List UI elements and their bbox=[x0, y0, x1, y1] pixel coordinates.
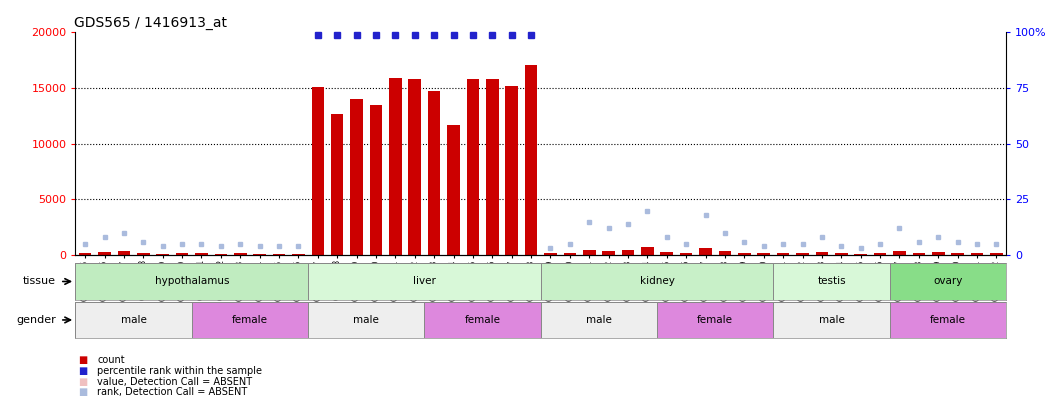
Bar bbox=[719, 251, 732, 255]
Bar bbox=[990, 253, 1003, 255]
Bar bbox=[308, 302, 424, 338]
Bar bbox=[137, 254, 150, 255]
Text: ■: ■ bbox=[79, 387, 88, 397]
Text: gender: gender bbox=[17, 315, 57, 325]
Bar bbox=[311, 87, 324, 255]
Bar bbox=[603, 251, 615, 255]
Bar bbox=[370, 105, 383, 255]
Bar bbox=[176, 253, 189, 255]
Text: value, Detection Call = ABSENT: value, Detection Call = ABSENT bbox=[97, 377, 253, 386]
Bar bbox=[156, 254, 169, 255]
Bar bbox=[75, 302, 192, 338]
Text: testis: testis bbox=[817, 277, 846, 286]
Text: kidney: kidney bbox=[639, 277, 675, 286]
Bar bbox=[738, 253, 750, 255]
Bar bbox=[272, 254, 285, 255]
Bar bbox=[932, 252, 944, 255]
Bar bbox=[525, 65, 538, 255]
Bar bbox=[773, 263, 890, 300]
Bar bbox=[428, 92, 440, 255]
Text: percentile rank within the sample: percentile rank within the sample bbox=[97, 366, 262, 376]
Bar bbox=[331, 114, 344, 255]
Text: tissue: tissue bbox=[23, 277, 57, 286]
Bar bbox=[447, 125, 460, 255]
Bar bbox=[486, 79, 499, 255]
Text: male: male bbox=[353, 315, 379, 325]
Bar bbox=[308, 263, 541, 300]
Text: male: male bbox=[586, 315, 612, 325]
Bar bbox=[409, 79, 421, 255]
Bar bbox=[970, 254, 983, 255]
Bar bbox=[117, 251, 130, 255]
Bar bbox=[796, 253, 809, 255]
Bar bbox=[215, 254, 227, 255]
Text: ovary: ovary bbox=[933, 277, 963, 286]
Bar bbox=[893, 251, 905, 255]
Text: female: female bbox=[464, 315, 501, 325]
Text: male: male bbox=[121, 315, 147, 325]
Bar bbox=[641, 247, 654, 255]
Bar bbox=[389, 78, 401, 255]
Bar bbox=[874, 253, 887, 255]
Bar bbox=[815, 252, 828, 255]
Bar bbox=[544, 253, 556, 255]
Text: liver: liver bbox=[413, 277, 436, 286]
Bar bbox=[835, 254, 848, 255]
Text: rank, Detection Call = ABSENT: rank, Detection Call = ABSENT bbox=[97, 387, 247, 397]
Bar bbox=[913, 253, 925, 255]
Bar bbox=[657, 302, 773, 338]
Bar bbox=[75, 263, 308, 300]
Bar bbox=[952, 253, 964, 255]
Bar bbox=[564, 254, 576, 255]
Bar bbox=[890, 263, 1006, 300]
Bar bbox=[541, 263, 773, 300]
Text: GDS565 / 1416913_at: GDS565 / 1416913_at bbox=[73, 16, 226, 30]
Text: ■: ■ bbox=[79, 356, 88, 365]
Text: hypothalamus: hypothalamus bbox=[154, 277, 230, 286]
Bar bbox=[890, 302, 1006, 338]
Text: female: female bbox=[930, 315, 966, 325]
Bar bbox=[234, 254, 246, 255]
Text: ■: ■ bbox=[79, 377, 88, 386]
Text: male: male bbox=[818, 315, 845, 325]
Bar bbox=[254, 254, 266, 255]
Bar bbox=[699, 248, 712, 255]
Bar bbox=[424, 302, 541, 338]
Bar bbox=[773, 302, 890, 338]
Bar bbox=[583, 249, 595, 255]
Bar bbox=[79, 253, 91, 255]
Bar bbox=[192, 302, 308, 338]
Bar bbox=[758, 254, 770, 255]
Text: female: female bbox=[697, 315, 734, 325]
Bar bbox=[854, 254, 867, 255]
Bar bbox=[195, 253, 208, 255]
Text: female: female bbox=[232, 315, 268, 325]
Bar bbox=[350, 99, 363, 255]
Bar bbox=[292, 254, 305, 255]
Text: ■: ■ bbox=[79, 366, 88, 376]
Bar bbox=[541, 302, 657, 338]
Bar bbox=[621, 250, 634, 255]
Bar bbox=[466, 79, 479, 255]
Bar bbox=[99, 252, 111, 255]
Bar bbox=[680, 253, 693, 255]
Bar bbox=[777, 253, 789, 255]
Bar bbox=[660, 252, 673, 255]
Text: count: count bbox=[97, 356, 125, 365]
Bar bbox=[505, 86, 518, 255]
